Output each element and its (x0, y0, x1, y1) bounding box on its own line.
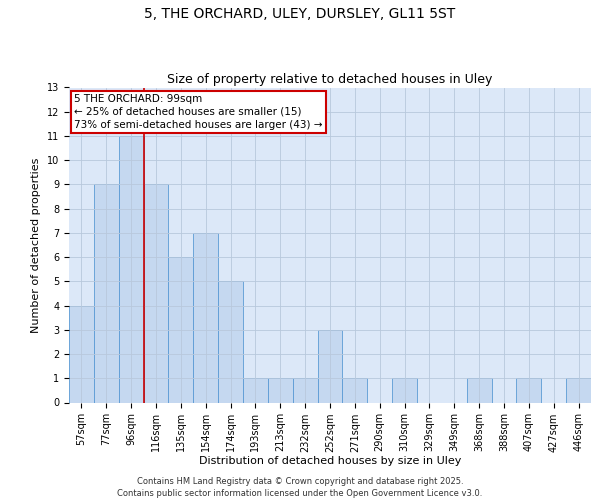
Bar (243, 378, 268, 402)
Bar (517, 378, 541, 402)
Bar (218, 282, 243, 403)
Bar (317, 330, 343, 402)
Bar (343, 378, 367, 402)
Text: 5 THE ORCHARD: 99sqm
← 25% of detached houses are smaller (15)
73% of semi-detac: 5 THE ORCHARD: 99sqm ← 25% of detached h… (74, 94, 323, 130)
Bar (392, 378, 417, 402)
Bar (94, 184, 119, 402)
Bar (268, 378, 293, 402)
Bar (566, 378, 591, 402)
Bar (193, 233, 218, 402)
Bar (143, 184, 169, 402)
Bar (467, 378, 491, 402)
Bar (119, 136, 143, 402)
Bar (69, 306, 94, 402)
Bar (169, 257, 193, 402)
X-axis label: Distribution of detached houses by size in Uley: Distribution of detached houses by size … (199, 456, 461, 466)
Title: Size of property relative to detached houses in Uley: Size of property relative to detached ho… (167, 74, 493, 86)
Text: 5, THE ORCHARD, ULEY, DURSLEY, GL11 5ST: 5, THE ORCHARD, ULEY, DURSLEY, GL11 5ST (145, 8, 455, 22)
Bar (293, 378, 317, 402)
Text: Contains HM Land Registry data © Crown copyright and database right 2025.
Contai: Contains HM Land Registry data © Crown c… (118, 476, 482, 498)
Y-axis label: Number of detached properties: Number of detached properties (31, 158, 41, 332)
